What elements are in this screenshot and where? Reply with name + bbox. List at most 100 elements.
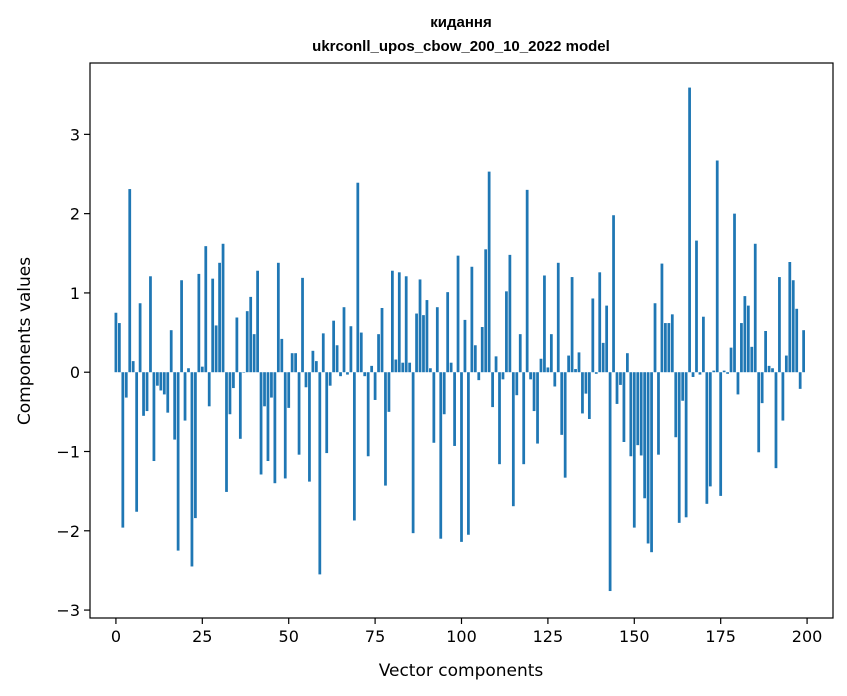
bar (176, 372, 180, 551)
bar (391, 270, 394, 373)
plot-frame (89, 62, 834, 619)
bar (556, 262, 560, 373)
bar (124, 372, 128, 398)
bar (750, 346, 754, 373)
bar (318, 372, 322, 575)
bar (719, 372, 723, 496)
bar (760, 372, 764, 404)
bar (491, 372, 494, 408)
x-tick-label: 50 (279, 627, 299, 646)
bar (232, 372, 235, 389)
bar (477, 372, 481, 381)
bar (145, 372, 149, 412)
x-tick-label: 25 (192, 627, 212, 646)
bar (677, 372, 681, 523)
bar (304, 372, 308, 388)
x-axis-ticks: 0 25 50 75 100 125 150 175 200 (111, 618, 823, 646)
bar (425, 300, 429, 373)
bar (287, 372, 291, 408)
bar (397, 272, 401, 373)
bar (670, 314, 674, 373)
bar (446, 292, 450, 373)
bar (256, 270, 259, 373)
bar (352, 372, 356, 521)
bar (166, 372, 170, 413)
bar (681, 372, 685, 401)
bar (570, 277, 574, 373)
bar (463, 319, 467, 373)
bar (511, 372, 515, 507)
bar (190, 372, 194, 567)
bar (200, 366, 204, 373)
bar (314, 361, 318, 373)
bar (380, 307, 384, 373)
bar (173, 372, 177, 440)
bar (401, 362, 405, 373)
bar (702, 316, 705, 373)
bar (705, 372, 709, 504)
bar (798, 372, 802, 389)
bar (225, 372, 228, 492)
bar (180, 280, 183, 373)
bar (297, 372, 301, 455)
bar (460, 372, 463, 542)
bar (791, 280, 795, 373)
bar (453, 372, 456, 446)
bar (363, 372, 367, 377)
bar (594, 372, 598, 374)
bar (266, 372, 270, 462)
bar (549, 334, 553, 373)
y-tick-label: 2 (70, 205, 80, 224)
bar (546, 367, 550, 373)
bar (494, 356, 498, 373)
bar (332, 320, 336, 373)
bar (733, 213, 736, 373)
bar (639, 372, 643, 456)
bar (664, 323, 667, 373)
x-tick-label: 100 (446, 627, 477, 646)
x-axis-label: Vector components (379, 661, 544, 681)
bar (159, 372, 163, 391)
bar (657, 372, 660, 455)
bar (252, 334, 256, 373)
bar (691, 372, 695, 377)
bar (487, 171, 491, 373)
bar (328, 372, 332, 386)
chart-title: кидання (430, 14, 491, 31)
x-tick-label: 200 (792, 627, 823, 646)
bar (263, 372, 266, 407)
x-tick-label: 0 (111, 627, 121, 646)
bar (522, 372, 526, 465)
bar (342, 307, 346, 373)
bar (722, 370, 726, 373)
bar (778, 277, 781, 373)
bar (435, 307, 439, 373)
x-tick-label: 75 (365, 627, 385, 646)
bar (629, 372, 633, 457)
bar (480, 327, 484, 373)
bar (532, 372, 536, 412)
bar (795, 308, 799, 373)
bar (784, 355, 788, 373)
bar (418, 279, 422, 373)
bar (339, 372, 342, 377)
bar (359, 332, 363, 373)
bar (498, 372, 501, 465)
bar (591, 298, 595, 373)
bar (612, 215, 615, 373)
bar (543, 275, 546, 373)
bar (598, 272, 602, 373)
bar (194, 372, 197, 519)
bar (197, 273, 201, 373)
bar (235, 317, 239, 373)
bar (211, 278, 215, 373)
bar (518, 334, 522, 373)
bar (632, 372, 636, 528)
bar (249, 296, 253, 373)
bar (650, 372, 653, 553)
bar (622, 372, 626, 442)
bar (473, 345, 477, 373)
bar (404, 276, 408, 373)
bar (767, 365, 771, 373)
bar (587, 372, 591, 419)
